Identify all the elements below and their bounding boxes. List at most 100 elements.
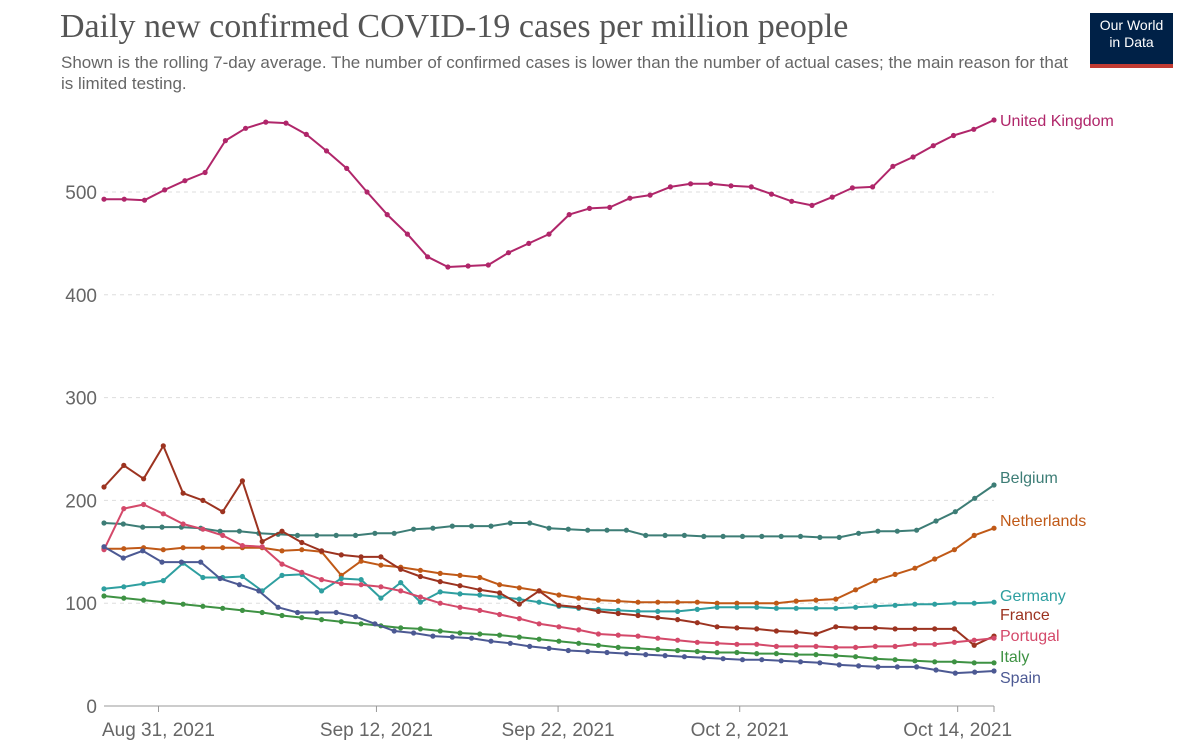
series-label-italy: Italy	[1000, 649, 1029, 666]
data-point	[303, 131, 309, 137]
data-point	[445, 264, 451, 270]
data-point	[299, 547, 305, 553]
data-point	[391, 628, 397, 634]
data-point	[833, 596, 839, 602]
data-point	[813, 631, 819, 637]
data-point	[912, 641, 918, 647]
data-point	[404, 231, 410, 237]
data-point	[275, 604, 281, 610]
data-point	[430, 633, 436, 639]
data-point	[793, 629, 799, 635]
data-point	[497, 632, 503, 638]
data-point	[256, 588, 262, 594]
data-point	[655, 608, 661, 615]
data-point	[932, 626, 938, 632]
data-point	[932, 556, 938, 562]
data-point	[239, 543, 245, 549]
data-point	[635, 612, 641, 619]
data-point	[595, 608, 602, 615]
data-point	[536, 621, 542, 627]
series-united-kingdom	[101, 117, 997, 270]
data-point	[647, 192, 653, 198]
data-point	[457, 583, 463, 589]
data-point	[643, 532, 649, 539]
data-point	[912, 565, 918, 571]
data-point	[352, 532, 359, 539]
series-label-belgium: Belgium	[1000, 470, 1058, 487]
data-point	[556, 602, 562, 608]
data-point	[813, 605, 819, 611]
data-point	[739, 657, 746, 663]
data-point	[217, 528, 223, 534]
data-point	[734, 600, 740, 606]
data-point	[754, 626, 760, 632]
data-point	[892, 626, 898, 632]
series-labels: United Kingdom Belgium Netherlands Germany F…	[1000, 113, 1114, 687]
data-point	[437, 589, 443, 595]
data-point	[279, 572, 285, 579]
series-label-france: France	[1000, 607, 1050, 624]
data-point	[162, 187, 168, 193]
data-point	[892, 571, 898, 578]
data-point	[951, 639, 958, 645]
data-point	[140, 548, 146, 554]
data-point	[607, 204, 613, 210]
data-point	[141, 597, 147, 603]
data-point	[853, 587, 859, 593]
series-france	[101, 443, 997, 648]
data-point	[971, 532, 977, 539]
data-point	[236, 582, 242, 588]
data-point	[449, 634, 455, 640]
owid-logo[interactable]: Our World in Data	[1090, 13, 1173, 68]
data-point	[662, 653, 668, 659]
data-point	[120, 521, 126, 527]
data-point	[437, 628, 443, 634]
data-point	[546, 645, 552, 652]
data-point	[972, 495, 978, 501]
y-axis: 0 100 200 300 400 500	[65, 183, 97, 718]
data-point	[488, 638, 494, 644]
data-point	[971, 642, 977, 648]
data-point	[655, 599, 661, 605]
data-point	[576, 627, 582, 633]
data-point	[675, 647, 681, 654]
data-point	[259, 609, 265, 616]
data-point	[437, 570, 443, 577]
data-point	[101, 196, 107, 202]
data-point	[667, 184, 674, 190]
data-point	[635, 633, 641, 639]
data-point	[121, 506, 127, 512]
data-point	[333, 532, 339, 539]
data-point	[951, 626, 958, 632]
data-point	[477, 631, 483, 637]
data-point	[635, 608, 641, 615]
data-point	[623, 527, 630, 533]
data-point	[586, 205, 593, 211]
data-point	[239, 478, 245, 484]
data-point	[319, 617, 325, 623]
data-point	[160, 599, 166, 605]
data-point	[378, 584, 384, 590]
data-point	[773, 643, 780, 650]
data-point	[121, 546, 127, 552]
data-point	[141, 476, 147, 482]
data-point	[856, 530, 862, 536]
data-point	[829, 194, 835, 200]
data-point	[314, 609, 320, 616]
data-point	[595, 642, 602, 648]
data-point	[217, 575, 223, 582]
data-point	[198, 559, 204, 565]
data-point	[556, 624, 562, 630]
data-point	[449, 523, 455, 529]
data-point	[378, 554, 384, 560]
data-point	[417, 573, 423, 580]
data-point	[536, 599, 542, 605]
data-point	[220, 509, 226, 515]
data-point	[576, 604, 582, 610]
data-point	[635, 645, 641, 652]
data-point	[566, 212, 572, 218]
data-point	[556, 592, 562, 598]
data-point	[615, 632, 621, 638]
data-point	[971, 600, 977, 606]
x-tick-label: Sep 12, 2021	[320, 720, 433, 741]
